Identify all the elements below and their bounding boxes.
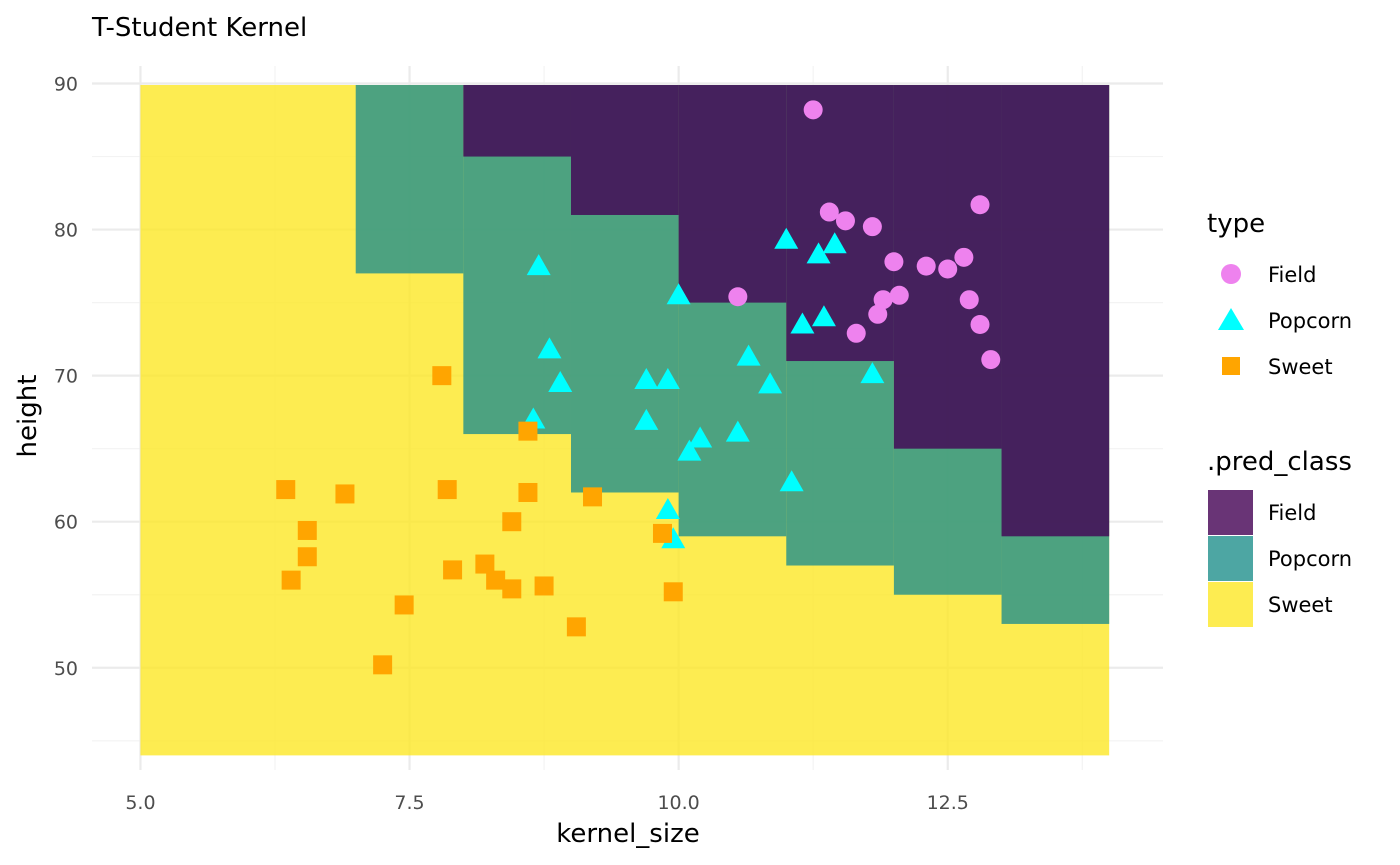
x-axis-title: kernel_size xyxy=(556,819,699,849)
point-field xyxy=(970,315,990,335)
point-field xyxy=(981,350,1001,370)
point-sweet xyxy=(583,487,603,507)
legend-pred-field-swatch xyxy=(1208,490,1253,535)
region-field xyxy=(570,84,679,215)
point-popcorn xyxy=(666,283,691,305)
region-popcorn xyxy=(355,84,464,274)
legend-type-item-field: Field xyxy=(1268,263,1316,287)
point-sweet xyxy=(518,482,538,502)
y-tick-label: 60 xyxy=(54,512,78,534)
point-sweet xyxy=(502,579,522,599)
y-tick-label: 90 xyxy=(54,74,78,96)
point-sweet xyxy=(475,554,495,574)
point-sweet xyxy=(297,520,317,540)
y-axis-title: height xyxy=(13,375,43,458)
region-field xyxy=(463,84,571,157)
legend-field-circle-icon xyxy=(1221,264,1241,284)
x-tick-label: 7.5 xyxy=(394,792,424,814)
point-sweet xyxy=(443,560,463,580)
y-tick-label: 50 xyxy=(54,658,78,680)
point-sweet xyxy=(663,582,683,602)
point-popcorn xyxy=(806,242,831,264)
point-sweet xyxy=(502,512,522,532)
point-field xyxy=(868,304,888,324)
legend-sweet-square-icon xyxy=(1222,357,1240,375)
point-sweet xyxy=(297,547,317,567)
point-field xyxy=(819,202,839,222)
x-tick-label: 5.0 xyxy=(125,792,155,814)
point-sweet xyxy=(281,570,301,590)
point-field xyxy=(916,256,936,276)
legend-pred-class: .pred_class Field Popcorn Sweet xyxy=(1207,447,1352,627)
x-tick-label: 12.5 xyxy=(927,792,969,814)
point-popcorn xyxy=(725,420,750,442)
x-tick-label: 10.0 xyxy=(657,792,699,814)
point-popcorn xyxy=(860,362,885,384)
point-field xyxy=(884,252,904,272)
point-popcorn xyxy=(661,527,686,549)
point-popcorn xyxy=(548,370,573,392)
legend-pred-sweet-swatch xyxy=(1208,582,1253,627)
point-popcorn xyxy=(677,439,702,461)
point-popcorn xyxy=(634,408,659,430)
point-popcorn xyxy=(526,254,551,276)
legend-type: type Field Popcorn Sweet xyxy=(1207,209,1352,379)
legend-type-item-popcorn: Popcorn xyxy=(1268,309,1352,333)
legend-type-item-sweet: Sweet xyxy=(1268,355,1333,379)
point-popcorn xyxy=(774,227,799,249)
point-field xyxy=(889,285,909,305)
point-popcorn xyxy=(758,372,783,394)
point-sweet xyxy=(518,421,538,441)
point-popcorn xyxy=(634,368,659,390)
point-field xyxy=(846,323,866,343)
legend-pred-popcorn-swatch xyxy=(1208,536,1253,581)
point-field xyxy=(873,290,893,310)
legend-pred-item-popcorn: Popcorn xyxy=(1268,547,1352,571)
legend-pred-item-field: Field xyxy=(1268,501,1316,525)
legend-pred-title: .pred_class xyxy=(1207,447,1352,477)
point-field xyxy=(728,287,748,307)
point-field xyxy=(862,217,882,237)
point-popcorn xyxy=(537,337,562,359)
point-sweet xyxy=(432,366,452,386)
point-popcorn xyxy=(779,470,804,492)
point-popcorn xyxy=(811,305,836,327)
point-popcorn xyxy=(688,426,713,448)
point-popcorn xyxy=(655,368,680,390)
point-sweet xyxy=(486,570,506,590)
point-field xyxy=(970,195,990,215)
y-tick-label: 70 xyxy=(54,366,78,388)
point-sweet xyxy=(394,595,414,615)
point-popcorn xyxy=(655,498,680,520)
y-tick-label: 80 xyxy=(54,220,78,242)
point-sweet xyxy=(534,576,554,596)
y-axis-ticks: 50 60 70 80 90 xyxy=(54,74,78,680)
legend-pred-item-sweet: Sweet xyxy=(1268,593,1333,617)
point-sweet xyxy=(373,655,393,675)
point-sweet xyxy=(276,480,296,500)
point-popcorn xyxy=(790,312,815,334)
legend-popcorn-triangle-icon xyxy=(1218,308,1244,330)
point-field xyxy=(803,100,823,120)
chart-title: T-Student Kernel xyxy=(91,13,307,43)
point-field xyxy=(835,211,855,231)
point-popcorn xyxy=(736,344,761,366)
region-field xyxy=(1001,84,1110,537)
point-sweet xyxy=(437,480,457,500)
point-sweet xyxy=(566,617,586,637)
point-sweet xyxy=(335,484,355,504)
prediction-regions xyxy=(140,84,1110,756)
point-field xyxy=(959,290,979,310)
legend-type-title: type xyxy=(1207,209,1265,239)
point-sweet xyxy=(652,523,672,543)
point-popcorn xyxy=(822,232,847,254)
point-field xyxy=(938,259,958,279)
data-points xyxy=(276,100,1001,675)
point-field xyxy=(954,247,974,267)
region-field xyxy=(678,84,787,303)
x-axis-ticks: 5.0 7.5 10.0 12.5 xyxy=(125,792,969,814)
